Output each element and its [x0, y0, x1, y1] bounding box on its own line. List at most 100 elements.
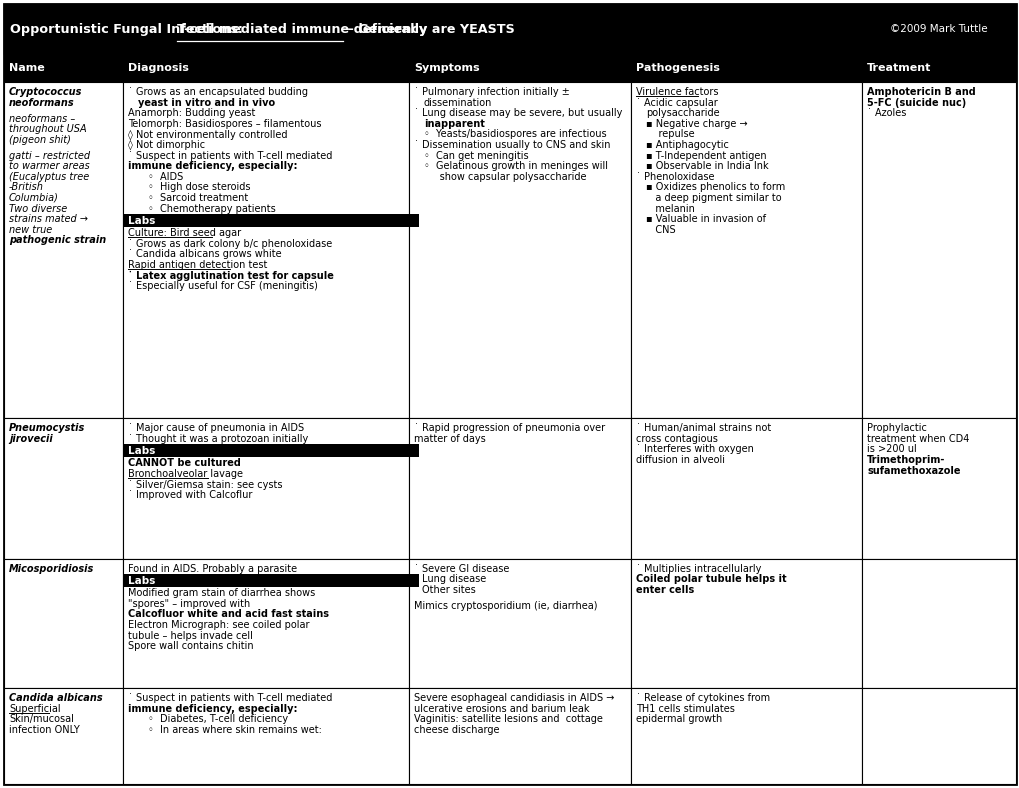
- Text: Micosporidiosis: Micosporidiosis: [9, 563, 94, 574]
- Text: ˙ Azoles: ˙ Azoles: [866, 108, 906, 118]
- Bar: [861, 82, 1015, 418]
- Bar: [631, 54, 861, 82]
- Text: Telomorph: Basidiospores – filamentous: Telomorph: Basidiospores – filamentous: [128, 119, 322, 128]
- Bar: [409, 54, 631, 82]
- Text: CNS: CNS: [646, 225, 676, 235]
- Bar: [123, 688, 409, 784]
- Text: ˙ Lung disease: ˙ Lung disease: [414, 574, 486, 584]
- Text: ▪ Valuable in invasion of: ▪ Valuable in invasion of: [646, 214, 765, 225]
- Text: Prophylactic: Prophylactic: [866, 423, 926, 433]
- Text: ˙ Grows as an encapsulated budding: ˙ Grows as an encapsulated budding: [128, 87, 308, 97]
- Text: ◦  In areas where skin remains wet:: ◦ In areas where skin remains wet:: [149, 725, 322, 734]
- Text: Treatment: Treatment: [866, 63, 930, 73]
- Text: ˙ Silver/Giemsa stain: see cysts: ˙ Silver/Giemsa stain: see cysts: [128, 480, 282, 489]
- Text: Vaginitis: satellite lesions and  cottage: Vaginitis: satellite lesions and cottage: [414, 714, 602, 724]
- Text: 5-FC (suicide nuc): 5-FC (suicide nuc): [866, 98, 965, 108]
- Text: TH1 cells stimulates: TH1 cells stimulates: [636, 704, 735, 714]
- Text: Candida albicans: Candida albicans: [9, 693, 103, 703]
- Text: Pneumocystis: Pneumocystis: [9, 423, 86, 433]
- Text: ˙ Multiplies intracellularly: ˙ Multiplies intracellularly: [636, 563, 761, 574]
- Text: Labs: Labs: [128, 216, 156, 225]
- Text: Modified gram stain of diarrhea shows: Modified gram stain of diarrhea shows: [128, 588, 315, 598]
- Text: Found in AIDS. Probably a parasite: Found in AIDS. Probably a parasite: [128, 563, 298, 574]
- Text: ˙ Pulmonary infection initially ±: ˙ Pulmonary infection initially ±: [414, 87, 569, 97]
- Text: ˙ Human/animal strains not: ˙ Human/animal strains not: [636, 423, 771, 433]
- Text: Columbia): Columbia): [9, 193, 59, 203]
- Text: tubule – helps invade cell: tubule – helps invade cell: [128, 630, 253, 641]
- Text: gatti – restricted: gatti – restricted: [9, 151, 90, 161]
- Text: infection ONLY: infection ONLY: [9, 725, 79, 734]
- Text: Anamorph: Budding yeast: Anamorph: Budding yeast: [128, 108, 256, 118]
- Bar: [123, 574, 419, 587]
- Text: diffusion in alveoli: diffusion in alveoli: [636, 455, 725, 465]
- Text: show capsular polysaccharide: show capsular polysaccharide: [423, 172, 586, 182]
- Text: ˙ Especially useful for CSF (meningitis): ˙ Especially useful for CSF (meningitis): [128, 281, 318, 292]
- Text: treatment when CD4: treatment when CD4: [866, 434, 969, 444]
- Bar: [409, 418, 631, 559]
- Text: Severe esophageal candidiasis in AIDS →: Severe esophageal candidiasis in AIDS →: [414, 693, 613, 703]
- Text: Coiled polar tubule helps it: Coiled polar tubule helps it: [636, 574, 787, 584]
- Text: ◦  Chemotherapy patients: ◦ Chemotherapy patients: [149, 203, 276, 214]
- Text: ◦  Sarcoid treatment: ◦ Sarcoid treatment: [149, 193, 249, 203]
- Text: is >200 ul: is >200 ul: [866, 444, 916, 455]
- Text: Amphotericin B and: Amphotericin B and: [866, 87, 975, 97]
- Text: Pathogenesis: Pathogenesis: [636, 63, 719, 73]
- Bar: [123, 82, 409, 418]
- Bar: [4, 82, 123, 418]
- Bar: [861, 418, 1015, 559]
- Text: Cryptococcus: Cryptococcus: [9, 87, 83, 97]
- Text: Virulence factors: Virulence factors: [636, 87, 718, 97]
- Text: cross contagious: cross contagious: [636, 434, 717, 444]
- Text: ˙ Other sites: ˙ Other sites: [414, 585, 475, 595]
- Text: ˙ Phenoloxidase: ˙ Phenoloxidase: [636, 172, 714, 182]
- Text: T-cell mediated immune deficiency: T-cell mediated immune deficiency: [176, 23, 426, 35]
- Text: melanin: melanin: [646, 203, 695, 214]
- Text: Culture: Bird seed agar: Culture: Bird seed agar: [128, 229, 242, 238]
- Text: jirovecii: jirovecii: [9, 434, 53, 444]
- Text: a deep pigment similar to: a deep pigment similar to: [646, 193, 782, 203]
- Bar: [409, 688, 631, 784]
- Bar: [123, 54, 409, 82]
- Text: ▪ T-Independent antigen: ▪ T-Independent antigen: [646, 151, 766, 161]
- Text: – Generally are YEASTS: – Generally are YEASTS: [343, 23, 515, 35]
- Text: inapparent: inapparent: [423, 119, 484, 128]
- Text: Calcofluor white and acid fast stains: Calcofluor white and acid fast stains: [128, 609, 329, 619]
- Text: ulcerative erosions and barium leak: ulcerative erosions and barium leak: [414, 704, 589, 714]
- Text: ◊ Not environmentally controlled: ◊ Not environmentally controlled: [128, 129, 287, 139]
- Text: -British: -British: [9, 182, 44, 192]
- Text: neoformans –: neoformans –: [9, 113, 75, 124]
- Text: ©2009 Mark Tuttle: ©2009 Mark Tuttle: [890, 24, 986, 34]
- Bar: [123, 418, 409, 559]
- Text: ˙ Severe GI disease: ˙ Severe GI disease: [414, 563, 508, 574]
- Text: throughout USA: throughout USA: [9, 124, 87, 134]
- Text: ▪ Negative charge →: ▪ Negative charge →: [646, 119, 747, 128]
- Text: ˙ Lung disease may be severe, but usually: ˙ Lung disease may be severe, but usuall…: [414, 108, 622, 118]
- Text: polysaccharide: polysaccharide: [646, 108, 719, 118]
- Bar: [409, 82, 631, 418]
- Text: new true: new true: [9, 225, 52, 235]
- Text: yeast in vitro and in vivo: yeast in vitro and in vivo: [139, 98, 275, 108]
- Text: Labs: Labs: [128, 576, 156, 585]
- Text: ◊ Not dimorphic: ◊ Not dimorphic: [128, 140, 206, 151]
- Bar: [4, 4, 1015, 54]
- Bar: [409, 559, 631, 688]
- Text: dissemination: dissemination: [423, 98, 492, 108]
- Text: Rapid antigen detection test: Rapid antigen detection test: [128, 260, 268, 270]
- Text: ˙ Thought it was a protozoan initially: ˙ Thought it was a protozoan initially: [128, 434, 309, 444]
- Text: ◦  Can get meningitis: ◦ Can get meningitis: [423, 151, 528, 161]
- Text: enter cells: enter cells: [636, 585, 694, 595]
- Bar: [631, 418, 861, 559]
- Text: ˙ Latex agglutination test for capsule: ˙ Latex agglutination test for capsule: [128, 270, 334, 281]
- Text: Diagnosis: Diagnosis: [128, 63, 190, 73]
- Text: Bronchoalveolar lavage: Bronchoalveolar lavage: [128, 469, 244, 479]
- Text: Skin/mucosal: Skin/mucosal: [9, 714, 73, 724]
- Text: strains mated →: strains mated →: [9, 214, 88, 225]
- Text: ˙ Suspect in patients with T-cell mediated: ˙ Suspect in patients with T-cell mediat…: [128, 151, 332, 161]
- Text: ˙ Rapid progression of pneumonia over: ˙ Rapid progression of pneumonia over: [414, 423, 604, 433]
- Text: matter of days: matter of days: [414, 434, 485, 444]
- Text: (Eucalyptus tree: (Eucalyptus tree: [9, 172, 90, 182]
- Text: (pigeon shit): (pigeon shit): [9, 135, 70, 145]
- Bar: [861, 54, 1015, 82]
- Text: ▪ Antiphagocytic: ▪ Antiphagocytic: [646, 140, 729, 150]
- Text: Spore wall contains chitin: Spore wall contains chitin: [128, 641, 254, 651]
